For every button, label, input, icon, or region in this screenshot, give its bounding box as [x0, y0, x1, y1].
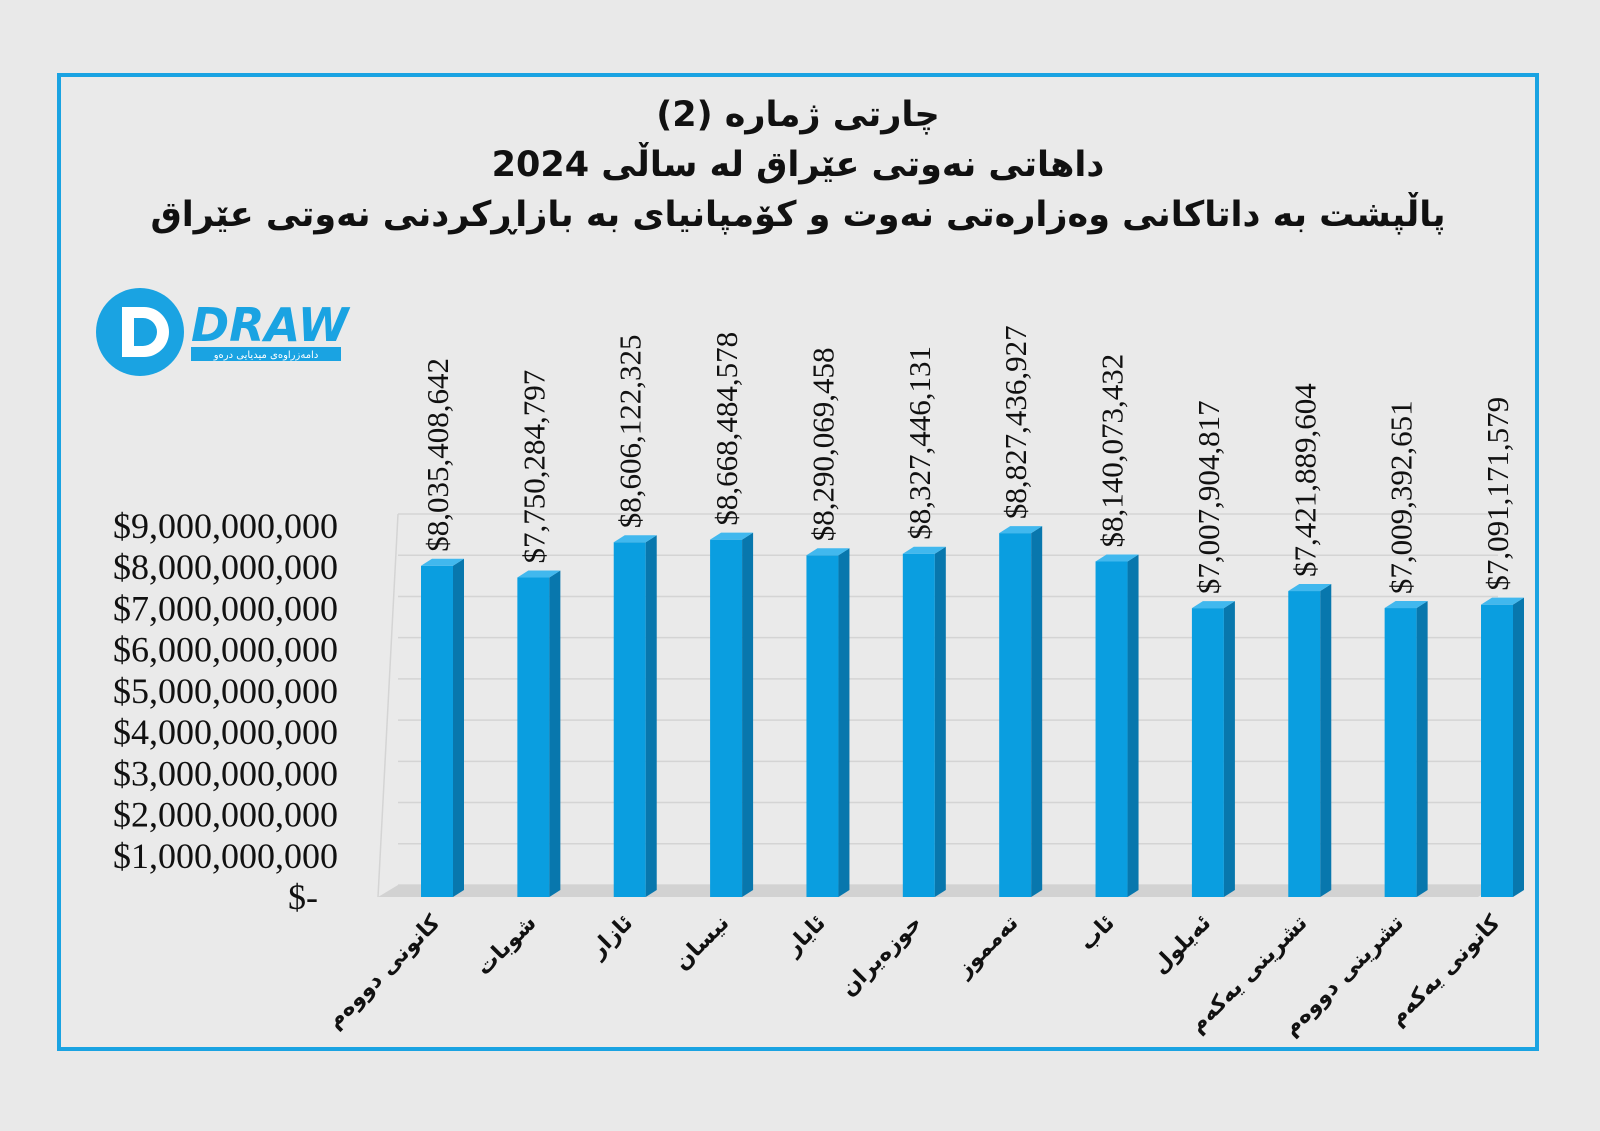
bar-side — [646, 535, 657, 897]
y-tick-label: $5,000,000,000 — [113, 671, 338, 711]
x-category-label: تەمموز — [951, 911, 1023, 983]
depth-wall-edge — [378, 514, 398, 897]
bar-side — [742, 533, 753, 897]
x-category-label: کانونی دووەم — [322, 910, 445, 1033]
x-category-label: ئازار — [585, 911, 638, 964]
y-tick-label: $8,000,000,000 — [113, 547, 338, 587]
x-category-label: حوزەیران — [836, 911, 927, 1002]
data-label: $7,750,284,797 — [516, 370, 551, 564]
bar-side — [549, 571, 560, 897]
data-label: $8,327,446,131 — [902, 346, 937, 540]
bar — [999, 533, 1031, 897]
x-category-label: ئایار — [780, 911, 831, 962]
bar — [1096, 561, 1128, 897]
bar — [421, 566, 453, 897]
y-tick-label: $9,000,000,000 — [113, 506, 338, 546]
data-label: $8,827,436,927 — [998, 325, 1033, 519]
data-label: $8,606,122,325 — [613, 334, 648, 528]
data-label: $7,007,904,817 — [1191, 400, 1226, 594]
bar — [517, 578, 549, 897]
bar — [806, 555, 838, 897]
bar-side — [1320, 584, 1331, 897]
y-tick-label: $7,000,000,000 — [113, 588, 338, 628]
x-category-label: ئەیلول — [1148, 911, 1216, 979]
bar — [614, 542, 646, 897]
bar — [903, 554, 935, 897]
y-tick-label: $3,000,000,000 — [113, 753, 338, 793]
bar-side — [1031, 526, 1042, 897]
bar-side — [453, 559, 464, 897]
bar — [710, 540, 742, 897]
bar — [1481, 605, 1513, 897]
data-label: $7,009,392,651 — [1384, 400, 1419, 594]
y-tick-label: $4,000,000,000 — [113, 712, 338, 752]
y-tick-label: $- — [288, 877, 318, 917]
y-tick-label: $2,000,000,000 — [113, 795, 338, 835]
bar — [1385, 608, 1417, 897]
bar-side — [1224, 601, 1235, 897]
x-category-label: شوبات — [472, 911, 542, 981]
bar — [1288, 591, 1320, 897]
bar-side — [1128, 554, 1139, 897]
data-label: $7,421,889,604 — [1287, 383, 1322, 577]
x-category-label: نیسان — [670, 911, 735, 976]
data-label: $8,290,069,458 — [805, 348, 840, 542]
data-label: $8,035,408,642 — [420, 358, 455, 552]
data-label: $7,091,171,579 — [1480, 397, 1515, 591]
data-label: $8,140,073,432 — [1095, 354, 1130, 548]
y-tick-label: $6,000,000,000 — [113, 630, 338, 670]
bar-side — [935, 547, 946, 897]
bar-side — [1513, 598, 1524, 897]
bar-side — [838, 548, 849, 897]
bar-side — [1417, 601, 1428, 897]
x-category-label: ئاب — [1075, 911, 1120, 956]
bar — [1192, 608, 1224, 897]
y-tick-label: $1,000,000,000 — [113, 836, 338, 876]
data-label: $8,668,484,578 — [709, 332, 744, 526]
